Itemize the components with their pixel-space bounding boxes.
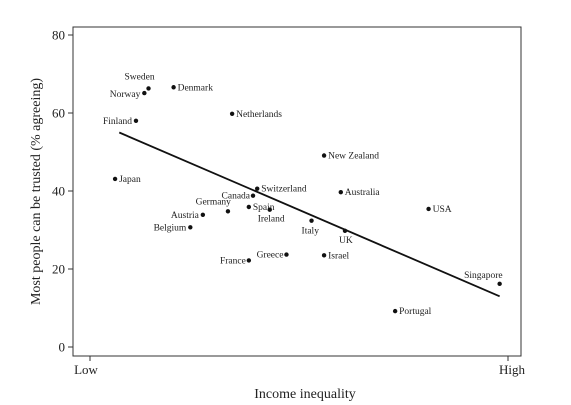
point-marker [250,193,256,198]
point-label: Austria [171,211,200,221]
data-point: Switzerland [255,185,307,195]
point-marker [342,228,348,233]
point-label: New Zealand [328,152,379,162]
point-label: Denmark [178,83,214,93]
data-point: Singapore [464,271,503,287]
point-marker [267,207,272,212]
data-point: Australia [338,188,381,198]
x-tick-label-low: Low [74,362,98,377]
data-point: Canada [222,192,256,202]
data-point: Israel [321,251,350,261]
point-marker [133,118,139,124]
point-marker [246,258,252,263]
point-label: Greece [257,251,284,261]
point-marker [229,111,235,116]
trend-line-group [118,131,500,298]
data-point: Spain [246,203,275,213]
data-point: Belgium [154,223,193,233]
point-label: Norway [110,90,141,100]
point-marker [255,186,260,191]
point-label: Sweden [125,72,155,82]
point-marker [309,218,314,223]
point-marker [284,252,289,257]
data-point: Germany [196,197,232,214]
point-marker [225,209,231,214]
data-point: Greece [257,251,289,261]
point-label: Israel [328,251,349,261]
point-label: USA [433,205,452,215]
data-point: Denmark [171,83,213,93]
data-point: Finland [103,117,139,127]
point-marker [188,225,193,230]
data-point: UK [339,228,353,246]
point-label: Switzerland [261,185,307,195]
point-marker [338,189,343,195]
point-marker [112,176,118,182]
point-marker [171,85,176,90]
y-tick-label: 80 [52,28,65,43]
data-point: Austria [171,211,206,221]
y-tick-label: 60 [52,106,65,121]
x-tick-label-high: High [499,362,526,377]
point-label: Finland [103,117,132,127]
y-tick-label: 20 [52,262,65,277]
point-label: Portugal [399,307,432,317]
point-label: France [220,256,246,266]
y-tick-label: 40 [52,184,65,199]
point-marker [321,253,327,258]
point-label: Japan [119,175,141,185]
data-point: Portugal [392,307,432,317]
data-point: Norway [110,90,147,100]
y-tick-label: 0 [59,340,66,355]
point-marker [497,281,502,287]
y-axis-title: Most people can be trusted (% agreeing) [29,78,44,305]
data-point: Japan [112,175,141,185]
point-label: Ireland [258,215,285,225]
point-label: Belgium [154,223,187,233]
data-point: New Zealand [321,152,379,162]
point-label: Netherlands [236,110,282,120]
data-points: Sweden Norway Denmark Finland Netherlands New… [103,72,503,317]
point-marker [426,206,431,212]
x-axis [89,356,509,361]
data-point: Sweden [125,72,155,91]
data-point: France [220,256,252,266]
point-marker [321,153,327,158]
data-point: Netherlands [229,110,282,120]
point-marker [142,90,147,96]
point-label: Italy [302,227,320,237]
point-label: UK [339,236,353,246]
point-label: Canada [222,192,251,202]
x-axis-title: Income inequality [254,387,355,402]
data-point: Ireland [258,207,285,225]
point-label: Singapore [464,271,503,281]
data-point: USA [426,205,452,215]
point-marker [146,86,151,91]
data-point: Italy [302,218,320,237]
point-marker [246,204,252,210]
point-label: Spain [253,203,275,213]
point-marker [200,212,206,217]
point-label: Australia [345,188,381,198]
point-marker [392,308,398,314]
y-axis: 0 20 40 60 80 [52,28,73,355]
trend-line [118,131,500,298]
point-label: Germany [196,197,232,207]
